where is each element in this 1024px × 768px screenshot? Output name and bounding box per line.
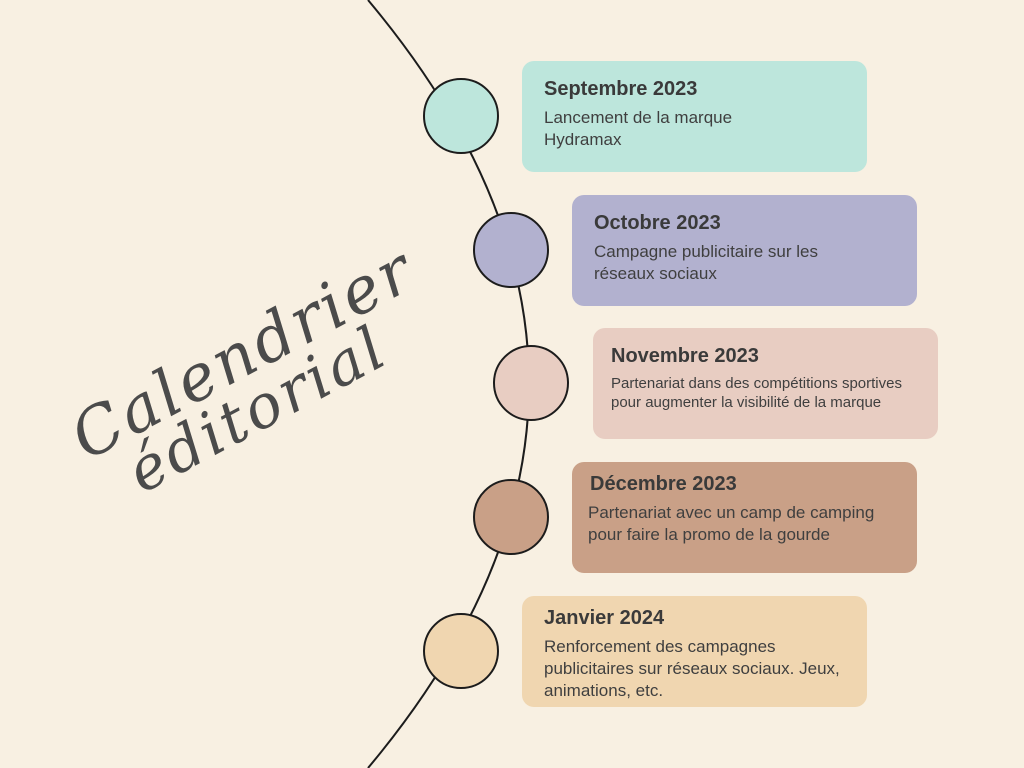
event-date: Septembre 2023 (544, 78, 698, 100)
event-text: Lancement de la marque Hydramax (544, 108, 733, 149)
event-card-decembre: Décembre 2023 Partenariat avec un camp d… (572, 462, 917, 573)
event-text: Partenariat avec un camp de camping pour… (588, 503, 875, 544)
event-text: Renforcement des campagnes publicitaires… (544, 637, 840, 700)
event-date: Janvier 2024 (544, 607, 665, 629)
timeline-dot-octobre (473, 212, 549, 288)
event-text: Campagne publicitaire sur les réseaux so… (594, 242, 818, 283)
event-text: Partenariat dans des compétitions sporti… (611, 375, 902, 411)
event-card-octobre: Octobre 2023 Campagne publicitaire sur l… (572, 195, 917, 306)
event-card-septembre: Septembre 2023 Lancement de la marque Hy… (522, 61, 867, 172)
timeline-dot-janvier (423, 613, 499, 689)
timeline-dot-decembre (473, 479, 549, 555)
event-card-novembre: Novembre 2023 Partenariat dans des compé… (593, 328, 938, 439)
event-date: Octobre 2023 (594, 212, 721, 234)
event-date: Décembre 2023 (590, 473, 737, 495)
event-date: Novembre 2023 (611, 345, 759, 367)
event-card-janvier: Janvier 2024 Renforcement des campagnes … (522, 596, 867, 707)
timeline-dot-novembre (493, 345, 569, 421)
timeline-dot-septembre (423, 78, 499, 154)
